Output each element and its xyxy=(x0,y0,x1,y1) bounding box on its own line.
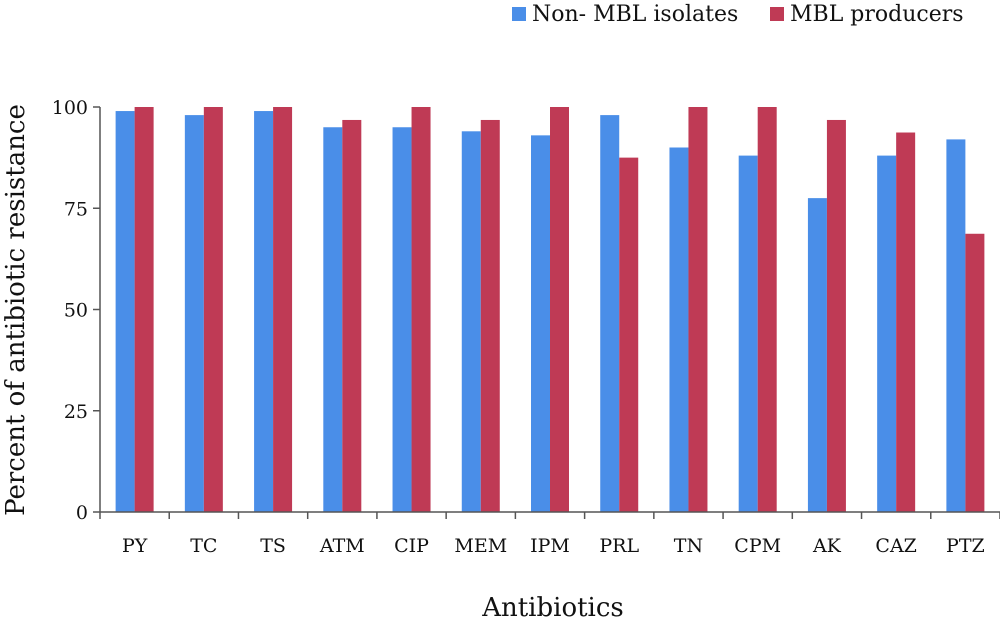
x-tick-label: AK xyxy=(812,535,842,557)
bar-mbl-tn xyxy=(688,107,708,512)
y-axis-title: Percent of antibiotic resistance xyxy=(1,104,31,516)
bar-non-mbl-py xyxy=(115,111,135,513)
y-tick-label: 25 xyxy=(64,401,88,423)
x-tick-label: CAZ xyxy=(875,535,916,557)
legend: Non- MBL isolates MBL producers xyxy=(512,2,964,27)
bar-mbl-atm xyxy=(342,119,362,513)
bar-mbl-caz xyxy=(896,132,916,512)
bar-non-mbl-mem xyxy=(461,131,481,513)
legend-label: Non- MBL isolates xyxy=(532,2,738,27)
bar-mbl-ptz xyxy=(965,233,985,512)
bar-mbl-cip xyxy=(411,107,431,512)
y-tick-label: 75 xyxy=(64,198,88,220)
bar-mbl-py xyxy=(134,107,154,512)
x-tick-label: CIP xyxy=(394,535,429,557)
bar-non-mbl-prl xyxy=(600,115,620,512)
bar-mbl-ak xyxy=(826,119,846,513)
x-tick-label: IPM xyxy=(530,535,570,557)
bar-non-mbl-tc xyxy=(184,115,204,512)
bar-non-mbl-ts xyxy=(254,111,274,513)
x-tick-label: PRL xyxy=(599,535,639,557)
x-axis: PY TC TS ATM CIP MEM IPM PRL TN CPM AK CAZ PTZ xyxy=(99,511,1000,557)
bar-non-mbl-ptz xyxy=(946,139,966,512)
bar-non-mbl-caz xyxy=(877,155,897,512)
x-axis-title: Antibiotics xyxy=(481,593,624,623)
y-tick-label: 50 xyxy=(64,300,88,322)
bar-mbl-prl xyxy=(619,157,639,512)
bar-non-mbl-ipm xyxy=(531,135,550,512)
y-axis: 0 25 50 75 100 xyxy=(52,97,101,524)
bar-mbl-mem xyxy=(480,119,500,513)
x-tick-label: PTZ xyxy=(946,535,985,557)
bar-non-mbl-ak xyxy=(807,198,827,512)
legend-swatch xyxy=(770,7,784,21)
x-tick-label: TC xyxy=(190,535,217,557)
bar-non-mbl-tn xyxy=(669,147,689,512)
bar-mbl-ts xyxy=(273,107,293,512)
bar-mbl-ipm xyxy=(550,107,569,512)
x-tick-label: ATM xyxy=(319,535,365,557)
bar-mbl-tc xyxy=(203,107,223,512)
x-tick-label: TN xyxy=(674,535,703,557)
bar-non-mbl-cip xyxy=(392,127,412,512)
bar-non-mbl-atm xyxy=(323,127,343,512)
legend-label: MBL producers xyxy=(790,2,964,27)
x-tick-label: TS xyxy=(260,535,286,557)
x-tick-label: PY xyxy=(122,535,148,557)
bar-mbl-cpm xyxy=(757,107,777,512)
y-tick-label: 100 xyxy=(52,97,88,119)
bars xyxy=(115,107,985,513)
x-tick-label: CPM xyxy=(734,535,781,557)
y-tick-label: 0 xyxy=(76,502,88,524)
bar-non-mbl-cpm xyxy=(738,155,758,512)
x-tick-label: MEM xyxy=(454,535,507,557)
legend-swatch xyxy=(512,7,526,21)
